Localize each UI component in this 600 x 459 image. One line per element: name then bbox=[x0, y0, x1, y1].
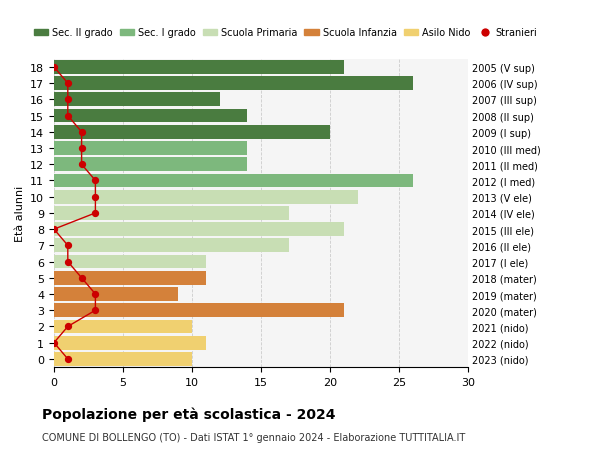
Point bbox=[49, 339, 59, 347]
Point bbox=[63, 112, 73, 120]
Bar bbox=[54, 255, 206, 269]
Point bbox=[63, 258, 73, 266]
Bar bbox=[54, 142, 247, 156]
Text: COMUNE DI BOLLENGO (TO) - Dati ISTAT 1° gennaio 2024 - Elaborazione TUTTITALIA.I: COMUNE DI BOLLENGO (TO) - Dati ISTAT 1° … bbox=[42, 432, 465, 442]
Point bbox=[91, 210, 100, 217]
Bar bbox=[54, 190, 358, 204]
Bar bbox=[54, 158, 247, 172]
Bar bbox=[54, 77, 413, 91]
Bar bbox=[54, 239, 289, 253]
Point bbox=[77, 145, 86, 152]
Bar bbox=[54, 352, 192, 366]
Point bbox=[91, 177, 100, 185]
Point bbox=[63, 80, 73, 88]
Point bbox=[77, 274, 86, 282]
Text: Popolazione per età scolastica - 2024: Popolazione per età scolastica - 2024 bbox=[42, 406, 335, 421]
Point bbox=[63, 355, 73, 363]
Point bbox=[77, 161, 86, 168]
Point bbox=[63, 242, 73, 250]
Point bbox=[91, 307, 100, 314]
Point bbox=[63, 323, 73, 330]
Bar bbox=[54, 320, 192, 334]
Bar bbox=[54, 287, 178, 301]
Point bbox=[91, 291, 100, 298]
Legend: Sec. II grado, Sec. I grado, Scuola Primaria, Scuola Infanzia, Asilo Nido, Stran: Sec. II grado, Sec. I grado, Scuola Prim… bbox=[30, 24, 541, 42]
Bar bbox=[54, 304, 344, 318]
Bar bbox=[54, 223, 344, 236]
Point bbox=[49, 64, 59, 72]
Point bbox=[63, 96, 73, 104]
Y-axis label: Età alunni: Età alunni bbox=[14, 185, 25, 241]
Bar bbox=[54, 126, 330, 140]
Point bbox=[91, 194, 100, 201]
Bar bbox=[54, 109, 247, 123]
Point bbox=[49, 226, 59, 233]
Bar bbox=[54, 207, 289, 220]
Bar bbox=[54, 271, 206, 285]
Bar bbox=[54, 61, 344, 75]
Point bbox=[77, 129, 86, 136]
Bar bbox=[54, 174, 413, 188]
Bar bbox=[54, 93, 220, 107]
Bar bbox=[54, 336, 206, 350]
